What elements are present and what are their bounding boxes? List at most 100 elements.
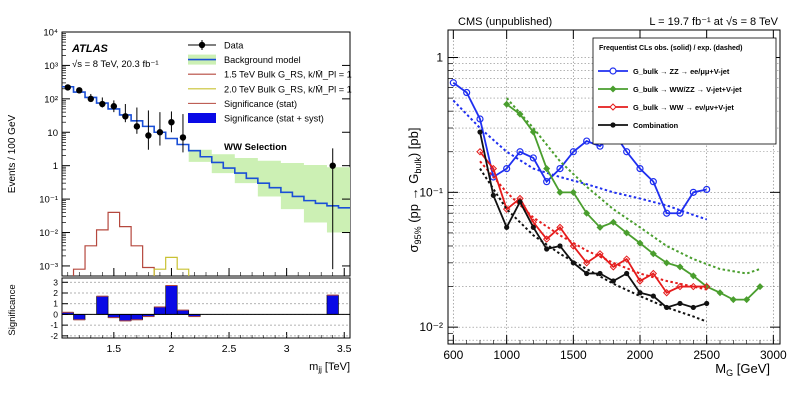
x-tick-label: 1500 bbox=[560, 348, 587, 362]
y-tick-label: 10³ bbox=[44, 61, 58, 72]
atlas-xlabel: mjj [TeV] bbox=[309, 361, 350, 374]
series-3-point bbox=[530, 224, 536, 230]
series-2-point bbox=[556, 223, 564, 232]
atlas-label: ATLAS bbox=[71, 43, 109, 55]
significance-bar bbox=[96, 295, 109, 315]
significance-bar bbox=[130, 314, 143, 321]
series-1-point bbox=[516, 110, 524, 118]
y-tick-label: 1 bbox=[53, 161, 58, 172]
series-0-point bbox=[636, 164, 644, 173]
data-point bbox=[76, 87, 83, 94]
sig-y-tick-label: 3 bbox=[53, 277, 58, 287]
legend-entry-label: Background model bbox=[224, 55, 301, 65]
y-tick-label: 10² bbox=[44, 94, 58, 105]
series-2-point bbox=[489, 164, 498, 173]
series-2-point bbox=[596, 250, 604, 258]
background-model bbox=[62, 85, 350, 209]
selection-label: WW Selection bbox=[224, 142, 287, 153]
legend-entry-label: G_bulk → WW → eν/μν+V-jet bbox=[633, 103, 734, 112]
significance-bar bbox=[165, 285, 178, 315]
series-2-point bbox=[542, 235, 551, 243]
series-1-point bbox=[663, 259, 671, 267]
series-2-point bbox=[676, 282, 684, 291]
series-0-point bbox=[516, 148, 524, 156]
uncertainty-band-area bbox=[188, 149, 350, 233]
sig-y-tick-label: 2 bbox=[53, 288, 58, 298]
significance-bar bbox=[176, 309, 190, 315]
cms-header-left: CMS (unpublished) bbox=[458, 16, 552, 28]
series-1-expected bbox=[505, 97, 761, 275]
data-point bbox=[168, 118, 175, 126]
x-tick-label: 2500 bbox=[693, 348, 720, 362]
signal-templates bbox=[72, 211, 190, 276]
x-tick-label: 3000 bbox=[760, 348, 787, 362]
series-1-point bbox=[609, 218, 617, 226]
y-tick-label: 10⁻¹ bbox=[39, 195, 58, 206]
series-2-point bbox=[649, 269, 658, 278]
series-3-point bbox=[610, 278, 616, 284]
series-1-point bbox=[623, 229, 631, 237]
x-tick-label: 2000 bbox=[627, 348, 654, 362]
cms-legend-title: Frequentist CLs obs. (solid) / exp. (das… bbox=[599, 45, 743, 52]
series-3-point bbox=[704, 300, 710, 307]
series-2-point bbox=[636, 277, 644, 285]
legend-entry-label: 2.0 TeV Bulk G_RS, k/M̄_Pl = 1 bbox=[224, 84, 352, 94]
series-1-point bbox=[596, 223, 604, 231]
legend-entry-label: Data bbox=[224, 41, 244, 51]
series-2-point bbox=[689, 282, 698, 291]
legend-marker bbox=[609, 67, 617, 75]
series-0-point bbox=[543, 178, 551, 186]
series-3-point bbox=[490, 192, 496, 198]
data-point bbox=[64, 84, 71, 91]
series-3-expected bbox=[479, 168, 708, 323]
cms-xlabel: MG [GeV] bbox=[715, 361, 770, 378]
signal-2p0-tev bbox=[153, 256, 190, 276]
series-1-point bbox=[756, 283, 764, 291]
series-2-point bbox=[702, 282, 711, 291]
series-1-point bbox=[743, 296, 751, 304]
x-tick-label: 2.5 bbox=[222, 343, 237, 355]
series-1-point bbox=[556, 188, 564, 196]
y-tick-label: 10 bbox=[47, 128, 58, 139]
data-point bbox=[329, 162, 336, 169]
series-0-point bbox=[449, 79, 457, 87]
data-point bbox=[99, 100, 106, 108]
legend-entry-label: Combination bbox=[633, 121, 679, 130]
series-2-point bbox=[662, 289, 671, 297]
series-1-point bbox=[636, 239, 644, 247]
series-0-point bbox=[583, 137, 591, 145]
y-tick-label: 10⁻² bbox=[419, 320, 443, 334]
data-point bbox=[179, 134, 187, 141]
cms-axes: 600 1000 1500 2000 2500 3000 10⁻² 10⁻¹ 1 bbox=[419, 30, 787, 362]
y-tick-label: 10⁻² bbox=[39, 228, 58, 239]
series-3-point bbox=[637, 290, 643, 296]
series-1-point bbox=[583, 209, 591, 217]
cms-ylabel: σ95% (pp → Gbulk) [pb] bbox=[406, 128, 423, 253]
significance-bar bbox=[119, 314, 132, 322]
legend-data-marker bbox=[198, 41, 206, 49]
series-3-point bbox=[597, 270, 603, 277]
series-3-point bbox=[650, 293, 656, 299]
series-2-point bbox=[622, 255, 631, 263]
sig-y-tick-label: -2 bbox=[50, 331, 58, 341]
series-2-point bbox=[569, 242, 578, 250]
series-0-point bbox=[529, 154, 537, 162]
series-0-point bbox=[676, 209, 684, 217]
series-2-point bbox=[609, 263, 618, 271]
series-2-point bbox=[476, 148, 484, 156]
y-tick-label: 1 bbox=[436, 51, 443, 65]
series-1-point bbox=[729, 296, 737, 304]
series-0-point bbox=[569, 148, 577, 156]
bottom-panel-ylabel: Significance bbox=[7, 284, 18, 335]
series-3-point bbox=[690, 304, 696, 311]
sig-y-tick-label: -1 bbox=[50, 320, 58, 330]
legend-sigsyst-fill bbox=[188, 113, 216, 123]
series-3-point bbox=[477, 129, 483, 135]
data-point bbox=[156, 129, 164, 136]
bottom-panel-frame bbox=[61, 277, 351, 339]
series-1-point bbox=[543, 165, 551, 173]
series-3-point bbox=[570, 260, 576, 266]
